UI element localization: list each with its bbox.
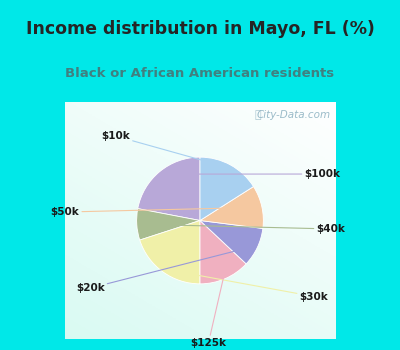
Text: $40k: $40k (140, 224, 345, 234)
Text: $50k: $50k (50, 207, 259, 217)
Text: ⦿: ⦿ (255, 110, 261, 120)
Text: Black or African American residents: Black or African American residents (66, 67, 334, 80)
Wedge shape (200, 157, 254, 220)
Wedge shape (138, 157, 200, 220)
Text: $100k: $100k (162, 169, 340, 179)
Text: $10k: $10k (101, 131, 229, 168)
Text: Income distribution in Mayo, FL (%): Income distribution in Mayo, FL (%) (26, 20, 374, 38)
Wedge shape (137, 209, 200, 240)
Wedge shape (200, 220, 263, 264)
Text: City-Data.com: City-Data.com (257, 110, 331, 120)
Text: $30k: $30k (165, 269, 328, 302)
Text: $125k: $125k (190, 276, 226, 348)
Wedge shape (200, 187, 263, 229)
Text: $20k: $20k (76, 246, 254, 293)
Wedge shape (140, 220, 200, 284)
Wedge shape (200, 220, 246, 284)
